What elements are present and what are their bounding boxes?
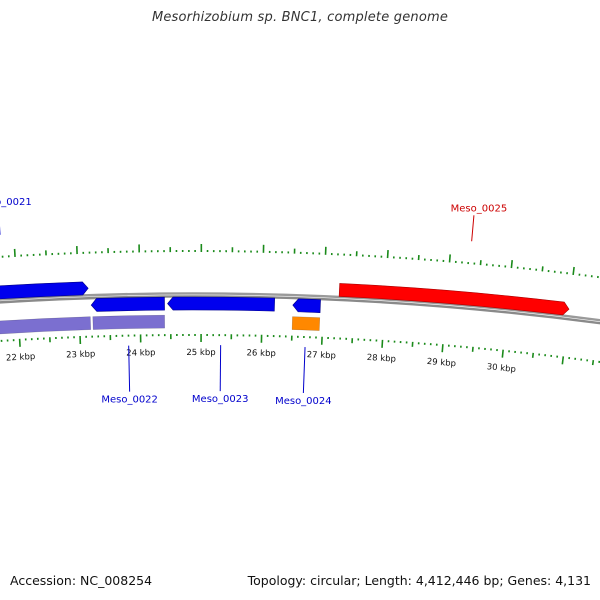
outer-tick-track: [1, 244, 599, 279]
scale-tick: [448, 254, 451, 263]
gene-label-leader: [471, 215, 475, 242]
feature-block: [92, 314, 165, 330]
scale-tick-label: 30 kbp: [486, 362, 516, 375]
scale-tick: [541, 266, 544, 272]
gene-meso-0022[interactable]: [90, 296, 165, 312]
backbone-line: [0, 292, 600, 322]
backbone-line: [0, 295, 600, 325]
accession-label: Accession: NC_008254: [10, 573, 153, 588]
scale-tick-label: 23 kbp: [66, 349, 96, 360]
scale-tick-label: 25 kbp: [186, 348, 215, 358]
gene-label[interactable]: Meso_0022: [101, 395, 158, 406]
scale-tick-label: 24 kbp: [126, 348, 155, 358]
scale-tick: [561, 356, 565, 365]
scale-tick-label: 28 kbp: [366, 353, 396, 365]
scale-tick: [510, 260, 513, 269]
gene-meso-0025[interactable]: [338, 283, 570, 316]
feature-track: [0, 314, 321, 335]
scale-tick-label: 22 kbp: [6, 352, 36, 364]
gene-label[interactable]: Meso_0024: [275, 396, 332, 407]
gene-meso-0021[interactable]: [0, 281, 89, 307]
gene-meso-0023[interactable]: [167, 296, 275, 312]
gene-track: [0, 281, 570, 316]
scale-tick: [591, 360, 595, 366]
genome-backbone: [0, 292, 600, 325]
scale-labels: 22 kbp 23 kbp 24 kbp 25 kbp 26 kbp 27 kbp 28 k…: [6, 348, 516, 375]
scale-tick: [531, 352, 535, 358]
feature-block: [0, 316, 92, 335]
gene-label[interactable]: Meso_0021: [0, 197, 32, 208]
diagram-title: Mesorhizobium sp. BNC1, complete genome: [151, 10, 449, 25]
scale-tick-label: 27 kbp: [306, 350, 336, 361]
inner-tick-track: [0, 334, 600, 366]
feature-block: [291, 316, 321, 331]
gene-label-leader: [302, 347, 306, 394]
scale-tick-label: 26 kbp: [246, 348, 275, 359]
genome-summary: Topology: circular; Length: 4,412,446 bp…: [247, 573, 591, 588]
gene-meso-0024[interactable]: [292, 298, 321, 313]
scale-tick: [572, 266, 575, 276]
gene-label[interactable]: Meso_0025: [451, 203, 508, 214]
scale-tick-label: 29 kbp: [426, 357, 456, 369]
gene-labels: Meso_0021 Meso_0022 Meso_0023 Meso_0024 Meso…: [0, 197, 507, 407]
scale-tick: [501, 349, 504, 358]
gene-label[interactable]: Meso_0023: [192, 394, 249, 405]
gene-label-leader: [128, 345, 131, 392]
scale-tick: [441, 344, 444, 353]
